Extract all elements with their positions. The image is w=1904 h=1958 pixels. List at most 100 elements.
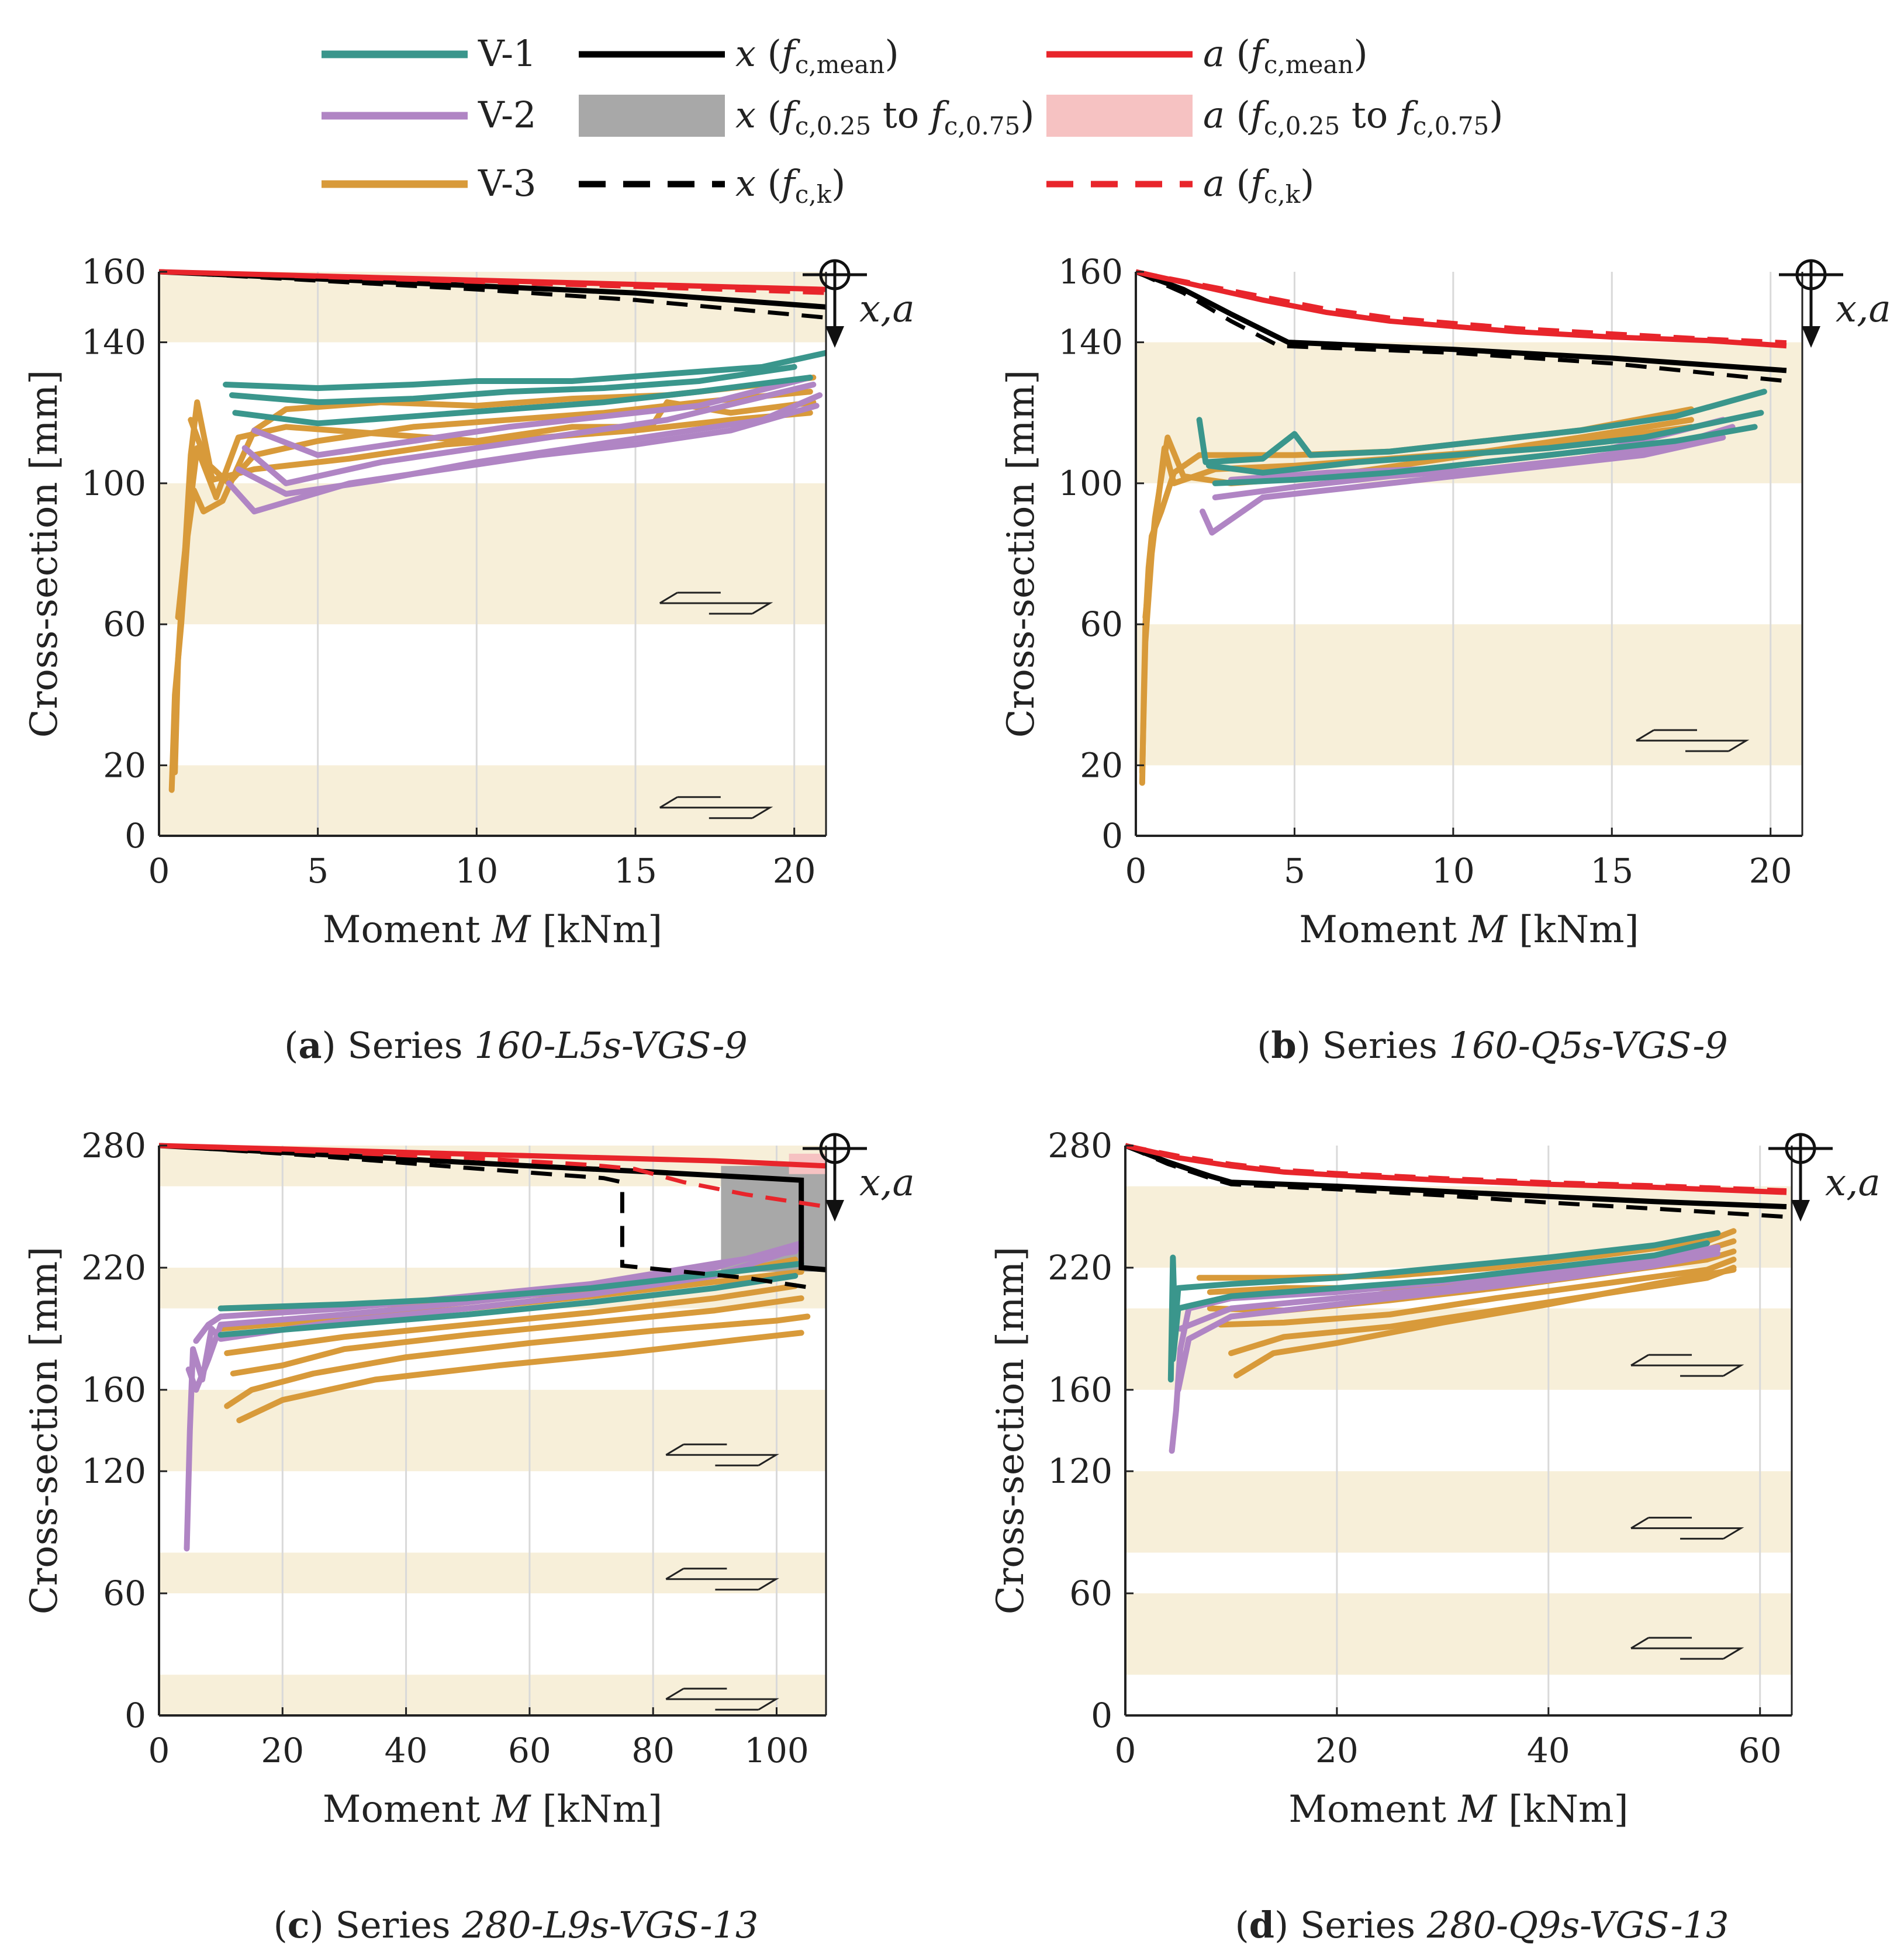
legend-item-v1: V-1	[322, 32, 536, 75]
series-line-v2	[1177, 1246, 1721, 1332]
panel-caption: (b) Series 160-Q5s-VGS-9	[1257, 1024, 1728, 1067]
panel-caption: (d) Series 280-Q9s-VGS-13	[1235, 1904, 1729, 1946]
series-line-v2	[1212, 424, 1736, 500]
legend-item-x_k: x (fc,k)	[579, 162, 845, 209]
series-line-v1	[1170, 1240, 1711, 1362]
a-fck-line	[1136, 269, 1787, 345]
plot-area	[1136, 269, 1787, 786]
x-tick-label: 40	[385, 1731, 428, 1770]
timber-layer-band	[159, 1552, 826, 1594]
y-tick-label: 160	[81, 1370, 146, 1410]
series-line-v3	[1233, 1267, 1737, 1379]
legend: V-1 V-2 V-3 x (fc,mean) x (fc,0.25 to fc,0.7…	[322, 32, 1503, 209]
x-tick-label: 80	[631, 1731, 675, 1770]
legend-item-v2: V-2	[322, 94, 536, 136]
series-line-v3	[175, 399, 817, 621]
x-tick-label: 40	[1527, 1731, 1570, 1770]
y-tick-label: 60	[1080, 604, 1123, 644]
y-tick-label: 60	[103, 1573, 146, 1613]
x-axis-label: Moment M [kNm]	[323, 908, 662, 952]
series-line-v3	[188, 410, 813, 483]
section-axis-label: x,a	[1836, 288, 1891, 331]
series-line-v1	[232, 374, 813, 427]
series-line-v2	[1200, 434, 1726, 536]
y-axis-label: Cross-section [mm]	[23, 1247, 66, 1615]
x-tick-label: 15	[614, 851, 657, 891]
fibre-direction-icon	[1630, 1517, 1744, 1540]
y-axis-label: Cross-section [mm]	[1000, 370, 1043, 738]
fibre-direction-icon	[1636, 729, 1750, 752]
series-line-v3	[1217, 1257, 1737, 1328]
series-line-v3	[1228, 1264, 1737, 1357]
y-tick-label: 140	[81, 323, 146, 362]
x-fcmean-line	[1125, 1143, 1787, 1209]
x-axis-label: Moment M [kNm]	[323, 1788, 662, 1831]
y-axis-label: Cross-section [mm]	[989, 1247, 1032, 1615]
fibre-direction-icon	[665, 1443, 779, 1466]
legend-label-a_mean: a (fc,mean)	[1203, 32, 1368, 79]
series-line-v3	[224, 1313, 811, 1409]
series-line-v1	[1205, 410, 1764, 476]
plot-area	[159, 269, 826, 793]
series-line-v1	[223, 350, 826, 391]
fibre-direction-icon	[1630, 1354, 1744, 1377]
legend-label-v3: V-3	[478, 162, 536, 205]
legend-swatch-x_band	[579, 95, 725, 137]
series-line-v1	[217, 1272, 799, 1338]
series-line-v3	[230, 1295, 804, 1376]
legend-label-v1: V-1	[478, 32, 536, 75]
y-tick-label: 60	[1069, 1573, 1112, 1613]
fibre-direction-icon	[1630, 1637, 1744, 1660]
series-line-v3	[236, 1330, 804, 1424]
y-tick-label: 100	[1058, 463, 1123, 503]
legend-label-x_band: x (fc,0.25 to fc,0.75)	[735, 94, 1034, 140]
x-tick-label: 0	[148, 1731, 170, 1770]
x-fck-line	[159, 1143, 814, 1291]
legend-label-x_mean: x (fc,mean)	[735, 32, 899, 79]
section-axis-marker-icon	[803, 1133, 867, 1222]
section-axis-marker-icon	[1779, 259, 1843, 348]
x-tick-label: 5	[1284, 851, 1305, 891]
x-tick-label: 20	[1749, 851, 1792, 891]
legend-swatch-a_band	[1046, 95, 1193, 137]
x-tick-label: 60	[1739, 1731, 1782, 1770]
legend-label-a_k: a (fc,k)	[1203, 162, 1314, 209]
series-line-v3	[224, 1283, 799, 1357]
x-tick-label: 0	[148, 851, 170, 891]
chart-panel-b: 0 5 10 15 20 0 20 60 100 140 160 Cross-section [mm]…	[1000, 252, 1891, 1067]
timber-layer-band	[159, 1675, 826, 1715]
chart-panel-a: 0 5 10 15 20 0 20 60 100 140 160 Cross-section [mm]…	[23, 252, 915, 1067]
timber-layer-band	[1136, 624, 1802, 766]
fibre-direction-icon	[659, 796, 773, 819]
x-axis-label: Moment M [kNm]	[1299, 908, 1639, 952]
panel-caption: (a) Series 160-L5s-VGS-9	[284, 1024, 748, 1067]
y-tick-label: 160	[81, 252, 146, 292]
y-tick-label: 0	[1101, 816, 1123, 856]
y-tick-label: 20	[1080, 745, 1123, 785]
legend-item-x_band: x (fc,0.25 to fc,0.75)	[579, 94, 1034, 140]
y-tick-label: 120	[1048, 1451, 1112, 1491]
x-tick-label: 10	[455, 851, 498, 891]
a-fcmean-line	[159, 1143, 826, 1169]
y-tick-label: 120	[81, 1451, 146, 1491]
x-fck-line	[1125, 1143, 1787, 1219]
chart-panel-c: 0 20 40 60 80 100 0 60 120 160 220 280 Cross-section…	[23, 1126, 915, 1946]
timber-layer-band	[159, 1389, 826, 1472]
y-tick-label: 220	[81, 1248, 146, 1288]
series-line-v2	[1175, 1250, 1721, 1393]
section-axis-label: x,a	[859, 1161, 915, 1205]
x-tick-label: 20	[1315, 1731, 1359, 1770]
series-line-v2	[241, 382, 817, 486]
x-tick-label: 15	[1590, 851, 1633, 891]
x-tick-label: 5	[307, 851, 329, 891]
section-axis-marker-icon	[803, 259, 867, 348]
y-tick-label: 100	[81, 463, 146, 503]
y-tick-label: 140	[1058, 323, 1123, 362]
legend-item-v3: V-3	[322, 162, 536, 205]
timber-layer-band	[1125, 1471, 1792, 1553]
y-tick-label: 60	[103, 604, 146, 644]
panel-caption: (c) Series 280-L9s-VGS-13	[274, 1904, 759, 1946]
x-tick-label: 10	[1432, 851, 1475, 891]
